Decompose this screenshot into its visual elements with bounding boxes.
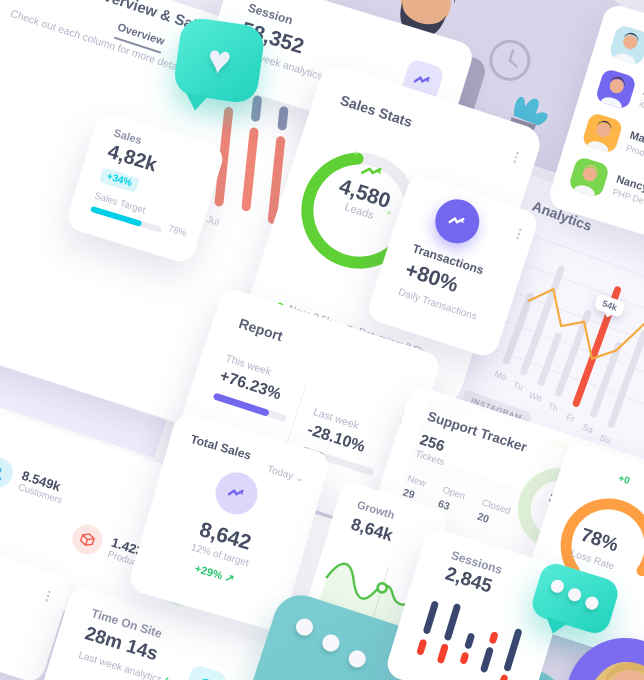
stat-customers: 8.549k Customers [0, 453, 69, 509]
customers-icon [0, 453, 17, 492]
avatar-2 [594, 67, 638, 111]
user-row-2[interactable]: N iOS Developer [594, 67, 644, 160]
device-dot [346, 648, 368, 670]
woman-portrait [595, 661, 644, 680]
sales-stats-title: Sales Stats [338, 91, 415, 131]
analytics-line-chart [527, 288, 644, 360]
total-sales-title: Total Sales [188, 431, 253, 463]
transactions-card: ⋮ Transactions +80% Daily Transactions [365, 173, 541, 360]
user-role: Product Designer [624, 142, 644, 173]
stats-row-card: 8.549k Customers 1.423k Products $ $9745… [0, 410, 405, 680]
chevron-down-icon: ⌄ [294, 472, 306, 486]
report-title: Report [236, 314, 285, 345]
sessions-candle-chart [409, 596, 528, 680]
heart-icon: ♥ [204, 36, 235, 84]
mini-card-kebab-icon[interactable]: ⋮ [39, 586, 57, 605]
users-card: N iOS Developer Martin Product Designer … [546, 2, 644, 270]
analytics-card: Analytics 100k75k50k25k0k MoTuWeThFrSaSu… [415, 170, 644, 548]
plant-leaves-icon [513, 96, 548, 126]
loss-delta: +0 [616, 473, 632, 488]
heart-bubble[interactable]: ♥ [172, 16, 267, 113]
clock-icon [489, 39, 531, 81]
transactions-icon [429, 193, 485, 250]
heart-bubble-tail [184, 93, 209, 113]
growth-line-chart [319, 562, 410, 628]
user-row-1[interactable] [608, 23, 644, 116]
user-role: iOS Developer [638, 98, 644, 126]
avatar-4 [567, 155, 611, 199]
sales-stats-kebab-icon[interactable]: ⋮ [507, 147, 525, 167]
user-row-4[interactable]: Nancy PHP Developer [567, 155, 644, 248]
arrow-up-icon: ↗ [223, 571, 236, 586]
trend-up-icon [360, 167, 382, 175]
session-card: Session 58,352 Last week analytics (+29%… [199, 0, 476, 152]
total-sales-icon [210, 467, 263, 520]
chat-dot [583, 594, 601, 612]
avatar-3 [581, 111, 624, 155]
growth-card: Growth 8,64k [304, 480, 450, 642]
sales-target-value: 78% [166, 223, 189, 240]
session-chart-icon [400, 57, 446, 103]
person-head [400, 0, 451, 29]
device-dot [293, 616, 316, 638]
user-row-3[interactable]: Martin Product Designer [581, 111, 644, 204]
period-dropdown[interactable]: Today ⌄ [265, 464, 306, 486]
chat-dot [566, 586, 583, 603]
products-icon [68, 520, 107, 559]
transactions-kebab-icon[interactable]: ⋮ [510, 224, 528, 243]
avatar-1 [608, 23, 644, 67]
stat-products: 1.423k Products [68, 520, 153, 574]
growth-dot [376, 582, 388, 594]
total-sales-card: Total Sales Today ⌄ 8,642 12% of target … [127, 411, 332, 633]
avatar [566, 638, 644, 680]
time-clock-icon [182, 663, 228, 680]
device-dot [320, 632, 342, 654]
activity-column [238, 95, 263, 241]
chat-dot [549, 578, 566, 595]
